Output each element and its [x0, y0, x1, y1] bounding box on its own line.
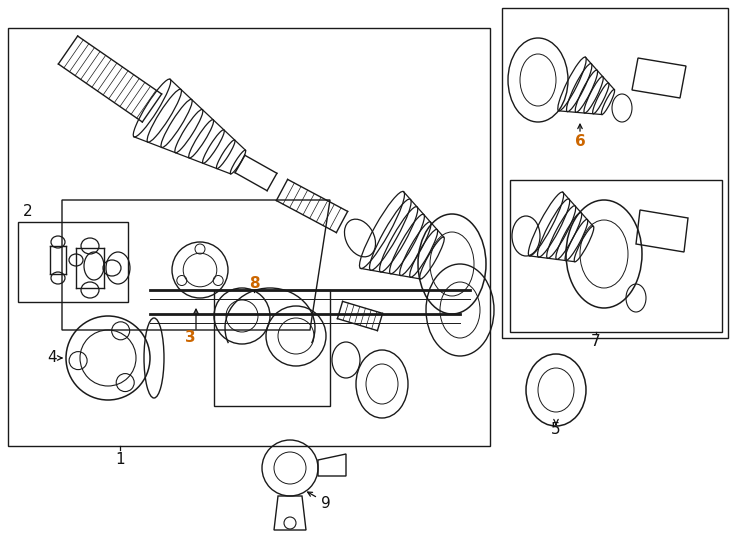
- Text: 9: 9: [321, 496, 331, 511]
- Text: 6: 6: [575, 134, 586, 150]
- Bar: [8, 28, 490, 446]
- Text: 3: 3: [185, 330, 195, 346]
- Bar: [510, 180, 722, 332]
- Text: 8: 8: [249, 276, 259, 292]
- Text: 4: 4: [47, 350, 57, 366]
- Bar: [18, 222, 128, 302]
- Text: 2: 2: [23, 205, 33, 219]
- Text: 5: 5: [551, 422, 561, 437]
- Text: 1: 1: [115, 453, 125, 468]
- Text: 7: 7: [591, 334, 601, 349]
- Bar: [214, 290, 330, 406]
- Bar: [502, 8, 728, 338]
